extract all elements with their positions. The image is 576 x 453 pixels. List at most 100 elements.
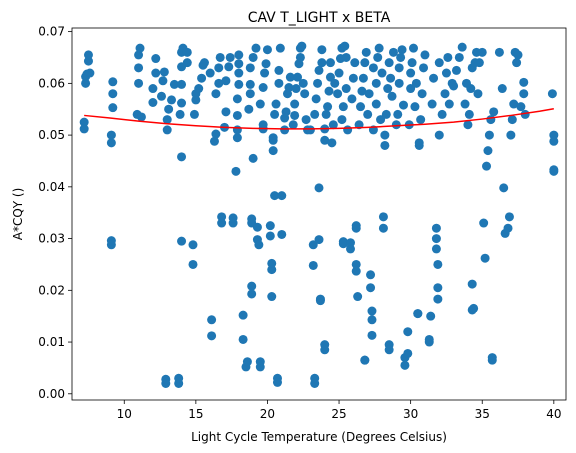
scatter-point (341, 84, 351, 94)
scatter-point (323, 102, 333, 112)
scatter-point (245, 63, 255, 73)
scatter-point (85, 68, 95, 78)
scatter-point (380, 140, 390, 150)
scatter-point (162, 115, 172, 125)
chart-title: CAV T_LIGHT x BETA (248, 10, 391, 26)
scatter-point (79, 117, 89, 127)
scatter-point (301, 115, 311, 125)
scatter-point (83, 56, 93, 66)
scatter-point (248, 153, 258, 163)
scatter-point (108, 77, 118, 87)
scatter-point (300, 89, 310, 99)
scatter-point (232, 110, 242, 120)
scatter-point (378, 223, 388, 233)
scatter-point (443, 52, 453, 62)
scatter-point (477, 47, 487, 57)
scatter-point (188, 240, 198, 250)
scatter-point (225, 52, 235, 62)
scatter-point (416, 115, 426, 125)
scatter-point (380, 130, 390, 140)
scatter-point (134, 50, 144, 60)
scatter-point (486, 115, 496, 125)
scatter-point (272, 377, 282, 387)
scatter-point (497, 84, 507, 94)
scatter-point (363, 109, 373, 119)
scatter-point (327, 138, 337, 148)
scatter-point (394, 78, 404, 88)
scatter-point (351, 223, 361, 233)
scatter-point (403, 348, 413, 358)
scatter-point (368, 63, 378, 73)
scatter-point (360, 355, 370, 365)
scatter-point (83, 50, 93, 60)
scatter-point (158, 76, 168, 86)
scatter-point (261, 59, 271, 69)
scatter-point (258, 83, 268, 92)
scatter-point (366, 270, 376, 280)
scatter-point (277, 191, 287, 201)
scatter-point (338, 239, 348, 249)
scatter-point (270, 109, 280, 119)
y-axis-title: A*CQY () (11, 188, 25, 241)
scatter-point (285, 72, 295, 82)
scatter-point (159, 67, 169, 77)
scatter-point (238, 334, 248, 344)
scatter-point (108, 103, 118, 113)
scatter-point (377, 68, 387, 78)
scatter-point (161, 374, 171, 384)
scatter-point (188, 259, 198, 269)
scatter-point (431, 223, 441, 233)
scatter-point (393, 109, 403, 119)
scatter-point (373, 52, 383, 62)
scatter-point (457, 42, 467, 52)
scatter-point (293, 72, 303, 82)
scatter-point (255, 99, 265, 109)
scatter-point (199, 58, 209, 68)
scatter-point (197, 73, 207, 83)
scatter-point (437, 109, 447, 119)
scatter-point (175, 109, 185, 119)
scatter-point (317, 58, 327, 68)
scatter-point (454, 52, 464, 62)
scatter-point (177, 152, 187, 162)
scatter-point (310, 378, 320, 388)
scatter-point (507, 115, 517, 125)
scatter-point (314, 235, 324, 245)
scatter-point (232, 133, 242, 143)
scatter-point (384, 345, 394, 355)
y-tick-label: 0.02 (38, 283, 65, 297)
scatter-point (134, 78, 144, 88)
scatter-point (431, 244, 441, 254)
scatter-point (313, 78, 323, 88)
scatter-point (314, 65, 324, 75)
y-tick-label: 0.03 (38, 232, 65, 246)
scatter-point (308, 240, 318, 250)
scatter-point (407, 58, 417, 68)
scatter-point (284, 83, 294, 92)
scatter-point (291, 84, 301, 94)
scatter-point (499, 183, 509, 193)
scatter-point (358, 73, 368, 83)
scatter-point (479, 218, 489, 228)
scatter-point (419, 63, 429, 73)
scatter-point (148, 84, 158, 94)
scatter-point (267, 265, 277, 275)
scatter-point (337, 115, 347, 125)
scatter-point (482, 161, 492, 171)
scatter-point (411, 78, 421, 88)
scatter-point (265, 221, 275, 231)
scatter-point (433, 259, 443, 269)
scatter-point (351, 266, 361, 276)
x-tick-label: 35 (475, 407, 490, 421)
scatter-point (348, 73, 358, 83)
x-tick-label: 10 (117, 407, 132, 421)
scatter-point (353, 292, 363, 302)
scatter-point (305, 125, 315, 135)
scatter-point (376, 115, 386, 125)
scatter-point (247, 289, 257, 299)
scatter-point (519, 77, 529, 87)
scatter-point (182, 58, 192, 68)
scatter-point (426, 311, 436, 321)
scatter-point (268, 133, 278, 143)
scatter-point (512, 58, 522, 68)
